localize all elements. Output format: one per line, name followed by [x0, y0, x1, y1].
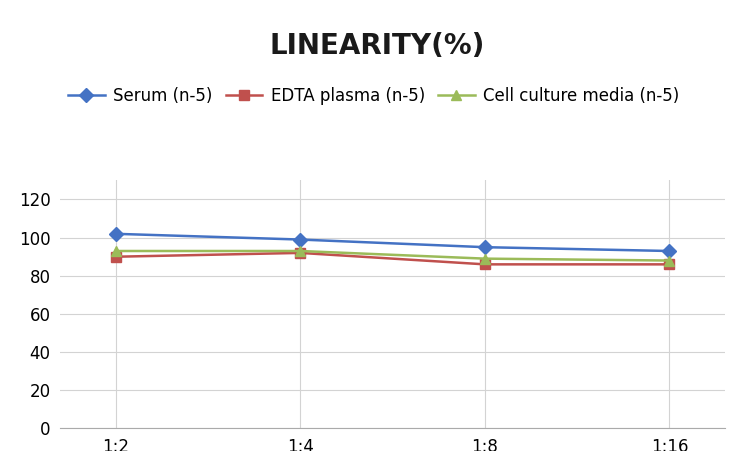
EDTA plasma (n‑5)	[111, 254, 120, 259]
EDTA plasma (n‑5)	[665, 262, 674, 267]
EDTA plasma (n‑5)	[296, 250, 305, 256]
Line: Serum (n‑5): Serum (n‑5)	[111, 229, 674, 256]
Cell culture media (n‑5)	[665, 258, 674, 263]
Line: Cell culture media (n‑5): Cell culture media (n‑5)	[111, 246, 674, 265]
Cell culture media (n‑5)	[296, 249, 305, 254]
Serum (n‑5)	[111, 231, 120, 236]
Text: LINEARITY(%): LINEARITY(%)	[270, 32, 485, 60]
EDTA plasma (n‑5)	[480, 262, 489, 267]
Line: EDTA plasma (n‑5): EDTA plasma (n‑5)	[111, 248, 674, 269]
Serum (n‑5)	[665, 249, 674, 254]
Legend: Serum (n‑5), EDTA plasma (n‑5), Cell culture media (n‑5): Serum (n‑5), EDTA plasma (n‑5), Cell cul…	[61, 80, 686, 112]
Serum (n‑5)	[296, 237, 305, 242]
Serum (n‑5)	[480, 244, 489, 250]
Cell culture media (n‑5)	[480, 256, 489, 261]
Cell culture media (n‑5)	[111, 249, 120, 254]
